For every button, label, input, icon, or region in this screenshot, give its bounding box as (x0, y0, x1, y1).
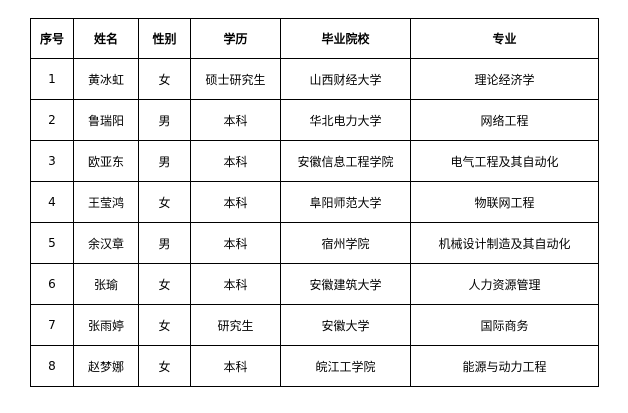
cell-name: 张瑜 (73, 263, 139, 305)
cell-index: 7 (30, 304, 74, 346)
cell-name: 欧亚东 (73, 140, 139, 182)
cell-major: 国际商务 (410, 304, 599, 346)
cell-name: 鲁瑞阳 (73, 99, 139, 141)
cell-index: 8 (30, 345, 74, 387)
header-row: 序号 姓名 性别 学历 毕业院校 专业 (30, 18, 599, 59)
cell-school: 安徽建筑大学 (280, 263, 411, 305)
cell-gender: 男 (138, 140, 191, 182)
cell-education: 硕士研究生 (190, 58, 281, 100)
cell-education: 本科 (190, 140, 281, 182)
cell-school: 宿州学院 (280, 222, 411, 264)
cell-major: 物联网工程 (410, 181, 599, 223)
cell-school: 安徽信息工程学院 (280, 140, 411, 182)
cell-education: 本科 (190, 345, 281, 387)
cell-name: 赵梦娜 (73, 345, 139, 387)
cell-education: 本科 (190, 263, 281, 305)
cell-gender: 男 (138, 99, 191, 141)
cell-major: 电气工程及其自动化 (410, 140, 599, 182)
header-school: 毕业院校 (280, 18, 411, 59)
cell-school: 华北电力大学 (280, 99, 411, 141)
header-gender: 性别 (138, 18, 191, 59)
cell-index: 1 (30, 58, 74, 100)
cell-education: 研究生 (190, 304, 281, 346)
cell-index: 5 (30, 222, 74, 264)
cell-gender: 女 (138, 345, 191, 387)
cell-name: 余汉章 (73, 222, 139, 264)
table-row: 4 王莹鸿女本科 阜阳师范大学 物联网工程 (30, 181, 599, 223)
cell-major: 机械设计制造及其自动化 (410, 222, 599, 264)
table-row: 5 余汉章男本科 宿州学院 机械设计制造及其自动化 (30, 222, 599, 264)
cell-gender: 男 (138, 222, 191, 264)
cell-gender: 女 (138, 304, 191, 346)
cell-school: 皖江工学院 (280, 345, 411, 387)
cell-major: 能源与动力工程 (410, 345, 599, 387)
table-row: 3 欧亚东男本科 安徽信息工程学院 电气工程及其自动化 (30, 140, 599, 182)
table-row: 1 黄冰虹女硕士研究生 山西财经大学 理论经济学 (30, 58, 599, 100)
cell-index: 4 (30, 181, 74, 223)
cell-gender: 女 (138, 181, 191, 223)
cell-major: 人力资源管理 (410, 263, 599, 305)
header-index: 序号 (30, 18, 74, 59)
cell-name: 张雨婷 (73, 304, 139, 346)
cell-education: 本科 (190, 99, 281, 141)
cell-gender: 女 (138, 58, 191, 100)
personnel-table: 序号 姓名 性别 学历 毕业院校 专业 1 黄冰虹女硕士研究生 山西财经大学 理论经济学 2 鲁瑞阳… (30, 18, 599, 387)
cell-index: 6 (30, 263, 74, 305)
cell-name: 黄冰虹 (73, 58, 139, 100)
cell-major: 理论经济学 (410, 58, 599, 100)
cell-school: 山西财经大学 (280, 58, 411, 100)
cell-gender: 女 (138, 263, 191, 305)
cell-education: 本科 (190, 222, 281, 264)
header-name: 姓名 (73, 18, 139, 59)
cell-index: 2 (30, 99, 74, 141)
header-education: 学历 (190, 18, 281, 59)
cell-name: 王莹鸿 (73, 181, 139, 223)
cell-school: 安徽大学 (280, 304, 411, 346)
cell-school: 阜阳师范大学 (280, 181, 411, 223)
header-major: 专业 (410, 18, 599, 59)
table-row: 6 张瑜女本科 安徽建筑大学 人力资源管理 (30, 263, 599, 305)
table-row: 8 赵梦娜女本科 皖江工学院 能源与动力工程 (30, 345, 599, 387)
cell-major: 网络工程 (410, 99, 599, 141)
cell-index: 3 (30, 140, 74, 182)
table-row: 7 张雨婷女研究生 安徽大学 国际商务 (30, 304, 599, 346)
cell-education: 本科 (190, 181, 281, 223)
table-row: 2 鲁瑞阳男本科 华北电力大学 网络工程 (30, 99, 599, 141)
